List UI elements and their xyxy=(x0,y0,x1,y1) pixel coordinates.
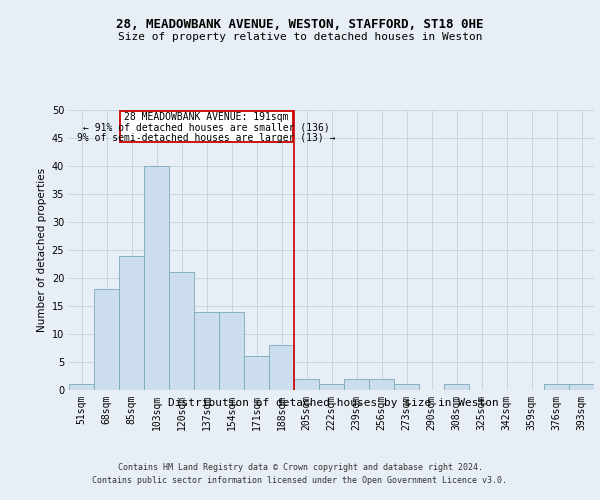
Bar xyxy=(194,312,219,390)
Text: 28 MEADOWBANK AVENUE: 191sqm: 28 MEADOWBANK AVENUE: 191sqm xyxy=(124,112,289,122)
Text: Contains HM Land Registry data © Crown copyright and database right 2024.: Contains HM Land Registry data © Crown c… xyxy=(118,462,482,471)
Bar xyxy=(369,379,394,390)
Text: 28, MEADOWBANK AVENUE, WESTON, STAFFORD, ST18 0HE: 28, MEADOWBANK AVENUE, WESTON, STAFFORD,… xyxy=(116,18,484,30)
Bar xyxy=(444,384,469,390)
Text: Contains public sector information licensed under the Open Government Licence v3: Contains public sector information licen… xyxy=(92,476,508,485)
Bar xyxy=(544,384,569,390)
Bar xyxy=(319,384,344,390)
Bar xyxy=(344,379,369,390)
Bar xyxy=(294,379,319,390)
Bar xyxy=(119,256,144,390)
Bar xyxy=(219,312,244,390)
Bar xyxy=(244,356,269,390)
Bar xyxy=(94,289,119,390)
Bar xyxy=(169,272,194,390)
FancyBboxPatch shape xyxy=(120,111,293,142)
Bar xyxy=(569,384,594,390)
Text: Size of property relative to detached houses in Weston: Size of property relative to detached ho… xyxy=(118,32,482,42)
Bar xyxy=(144,166,169,390)
Bar xyxy=(69,384,94,390)
Bar xyxy=(269,345,294,390)
Bar xyxy=(394,384,419,390)
Text: ← 91% of detached houses are smaller (136): ← 91% of detached houses are smaller (13… xyxy=(83,122,330,132)
Text: Distribution of detached houses by size in Weston: Distribution of detached houses by size … xyxy=(167,398,499,407)
Y-axis label: Number of detached properties: Number of detached properties xyxy=(37,168,47,332)
Text: 9% of semi-detached houses are larger (13) →: 9% of semi-detached houses are larger (1… xyxy=(77,133,336,143)
